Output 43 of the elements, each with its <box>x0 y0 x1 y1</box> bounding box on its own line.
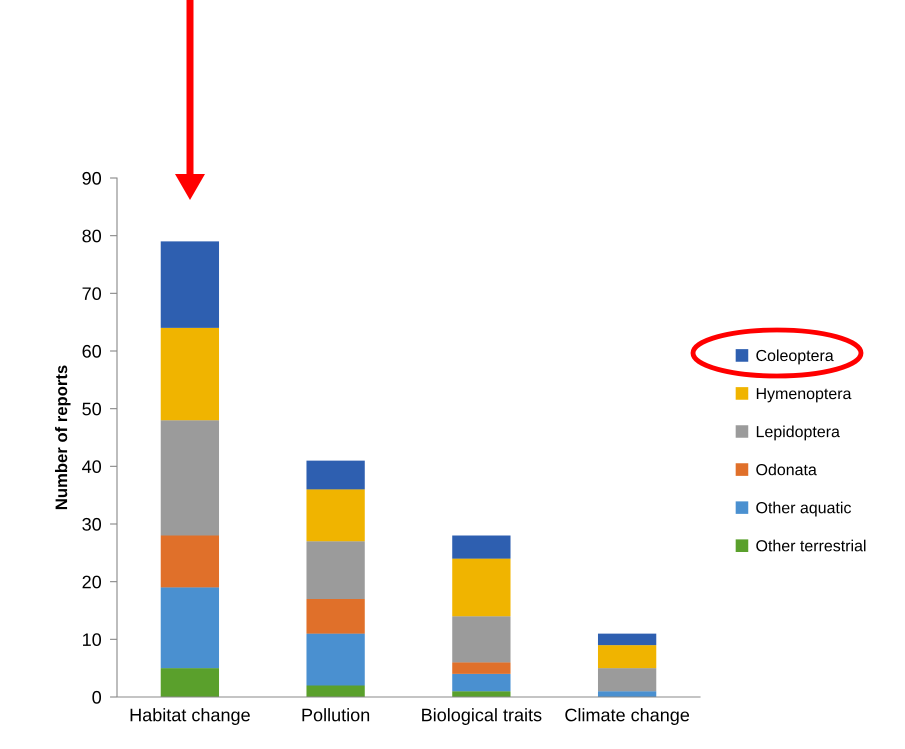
x-tick-label: Habitat change <box>130 708 250 725</box>
legend-label: Hymenoptera <box>756 388 852 402</box>
bar <box>160 328 220 420</box>
bar <box>306 598 365 634</box>
y-tick-label: 30 <box>82 518 102 531</box>
y-tick-label: 20 <box>82 576 102 588</box>
bar <box>598 634 656 646</box>
legend-label: Other aquatic <box>756 502 852 517</box>
legend-label: Other terrestrial <box>756 540 866 552</box>
bar <box>160 587 220 668</box>
bar <box>598 645 656 668</box>
x-tick-label: Pollution <box>302 708 370 722</box>
bar <box>160 420 220 536</box>
bar <box>452 691 511 697</box>
y-tick-label: 0 <box>92 690 102 704</box>
bar <box>306 634 365 686</box>
bar <box>160 536 220 588</box>
bar <box>160 241 220 328</box>
bar <box>160 668 220 697</box>
legend-label: Odonata <box>756 464 817 476</box>
bar <box>306 685 365 697</box>
y-tick-label: 50 <box>82 402 102 416</box>
y-tick-label: 60 <box>82 344 102 358</box>
bar <box>452 662 511 674</box>
bar <box>452 558 511 616</box>
y-tick-label: 90 <box>82 172 102 185</box>
legend-label: Lepidoptera <box>756 426 840 440</box>
bar <box>452 674 511 692</box>
y-tick-label: 70 <box>82 287 102 300</box>
bar <box>452 616 511 662</box>
bar <box>306 460 365 490</box>
y-axis-title: Number of reports <box>54 365 71 510</box>
legend-label: Coleoptera <box>756 349 834 364</box>
bar <box>306 541 365 599</box>
x-tick-label: Biological traits <box>422 708 542 725</box>
y-tick-label: 80 <box>82 230 102 242</box>
bar <box>306 489 365 542</box>
x-tick-label: Climate change <box>565 708 690 725</box>
y-tick-label: 10 <box>83 633 102 646</box>
y-tick-label: 40 <box>82 460 102 474</box>
bar <box>598 668 656 692</box>
bar <box>598 691 656 697</box>
bar <box>452 536 511 559</box>
